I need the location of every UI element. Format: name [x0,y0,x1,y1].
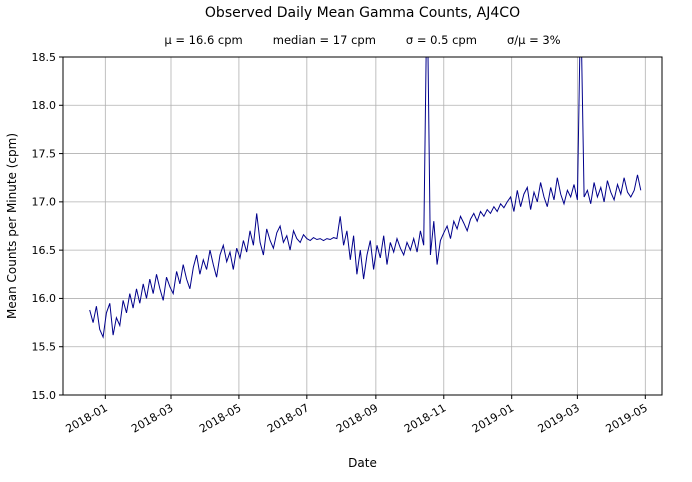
x-tick-label: 2018-03 [129,401,175,435]
chart-stats: μ = 16.6 cpm median = 17 cpm σ = 0.5 cpm… [63,33,662,47]
x-tick-label: 2018-07 [265,401,311,435]
x-tick-label: 2019-05 [603,401,649,435]
y-tick-label: 15.0 [32,389,57,402]
tick-labels: 15.0 15.5 16.0 16.5 17.0 17.5 18.0 18.5 2018-01 2… [32,51,650,436]
y-tick-label: 18.5 [32,51,57,64]
y-tick-label: 16.0 [32,292,57,305]
x-tick-label: 2019-01 [470,401,516,435]
data-line [89,57,642,339]
y-axis-label: Mean Counts per Minute (cpm) [5,133,19,319]
tick-marks [59,56,646,399]
chart-title: Observed Daily Mean Gamma Counts, AJ4CO [204,5,521,21]
x-axis-label: Date [348,456,377,470]
x-tick-label: 2018-11 [402,401,448,435]
x-tick-label: 2019-03 [536,401,582,435]
x-tick-label: 2018-09 [334,401,380,435]
stat-sigma: σ = 0.5 cpm [405,33,477,47]
y-tick-label: 15.5 [32,341,57,354]
y-tick-label: 17.0 [32,196,57,209]
x-tick-label: 2018-05 [197,401,243,435]
stat-sigma-over-mu: σ/μ = 3% [506,33,561,47]
axes-border [62,56,663,396]
stat-median: median = 17 cpm [272,33,376,47]
y-tick-label: 16.5 [32,244,57,257]
stat-mean: μ = 16.6 cpm [164,33,243,47]
y-tick-label: 17.5 [32,147,57,160]
x-tick-label: 2018-01 [63,401,109,435]
grid-lines [63,56,662,396]
y-tick-label: 18.0 [32,99,57,112]
